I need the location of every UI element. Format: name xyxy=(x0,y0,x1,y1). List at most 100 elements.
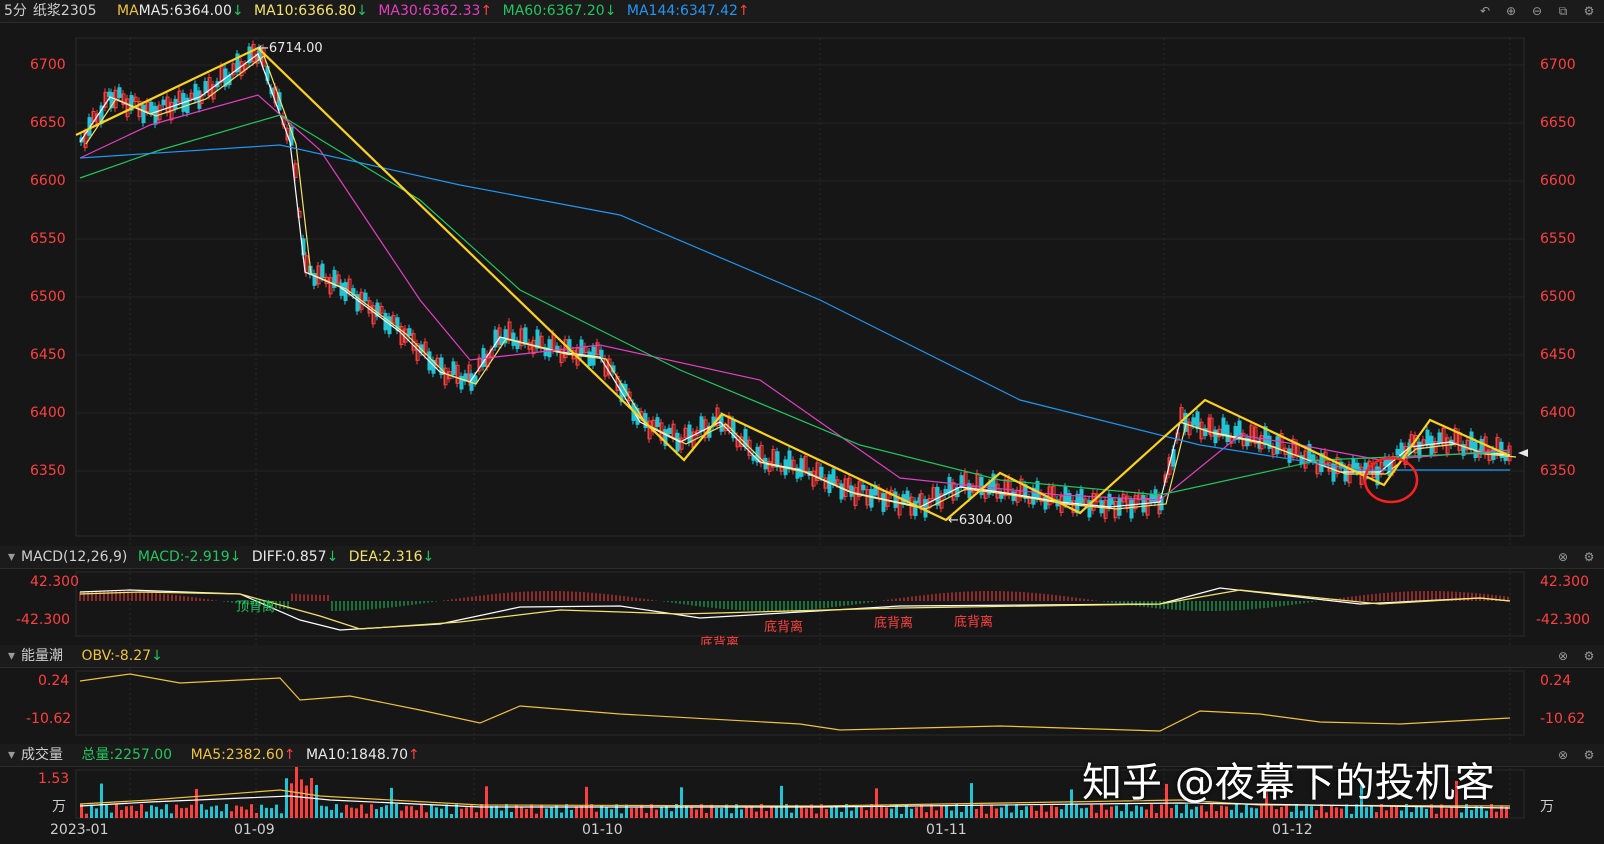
candle xyxy=(1319,453,1324,473)
volume-header: ▾ 成交量 总量:2257.00 MA5:2382.60↑ MA10:1848.7… xyxy=(0,744,1604,767)
candle xyxy=(391,314,396,324)
volume-bar xyxy=(1460,812,1463,818)
candle xyxy=(873,484,878,496)
volume-bar xyxy=(1410,812,1413,818)
volume-bar xyxy=(575,806,578,818)
macd-divergence-label: 顶背离 xyxy=(236,600,276,615)
candle xyxy=(83,131,88,148)
volume-bar xyxy=(985,813,988,818)
candle xyxy=(811,470,816,487)
volume-bar xyxy=(535,813,538,818)
obv-pane-frame xyxy=(75,670,1525,736)
macd-collapse-icon[interactable]: ▾ xyxy=(8,549,16,565)
price-tick: 6450 xyxy=(1540,347,1576,363)
volume-bar xyxy=(1145,809,1148,818)
period-label[interactable]: 5分 xyxy=(4,3,27,19)
volume-bar xyxy=(385,805,388,818)
settings-icon[interactable]: ⚙ xyxy=(1583,4,1595,18)
volume-bar xyxy=(1355,804,1358,818)
volume-bar xyxy=(1105,809,1108,818)
volume-collapse-icon[interactable]: ▾ xyxy=(8,747,16,763)
zoom-out-icon[interactable]: ⊖ xyxy=(1531,4,1543,18)
candle xyxy=(869,489,874,508)
volume-bar xyxy=(305,785,308,818)
volume-bar xyxy=(470,805,473,818)
volume-bar xyxy=(820,804,823,818)
volume-bar xyxy=(1320,804,1323,818)
candle xyxy=(587,351,592,367)
candle xyxy=(203,80,208,94)
volume-bar xyxy=(1090,804,1093,818)
candle xyxy=(727,415,732,432)
macd-divergence-label: 底背离 xyxy=(954,615,994,630)
macd-title[interactable]: MACD(12,26,9) xyxy=(21,549,128,565)
volume-bar xyxy=(1500,805,1503,818)
volume-close-icon[interactable]: ⊗ xyxy=(1557,748,1569,762)
volume-bar xyxy=(1055,806,1058,818)
volume-bar xyxy=(250,804,253,818)
volume-bar xyxy=(365,813,368,818)
macd-down-arrow-icon: ↓ xyxy=(229,549,242,565)
copy-window-icon[interactable]: ⧉ xyxy=(1558,4,1568,18)
volume-bar xyxy=(1060,809,1063,818)
candle xyxy=(1267,435,1272,449)
volume-bar xyxy=(1380,804,1383,818)
candle xyxy=(1287,448,1292,463)
undo-icon[interactable]: ↶ xyxy=(1479,4,1491,18)
symbol-label[interactable]: 纸浆2305 xyxy=(32,3,97,19)
candle xyxy=(1249,424,1254,443)
volume-bar xyxy=(150,805,153,818)
volume-bar xyxy=(1480,805,1483,818)
ma144-line xyxy=(79,144,1510,471)
volume-bar xyxy=(330,809,333,818)
zoom-in-icon[interactable]: ⊕ xyxy=(1505,4,1517,18)
candle xyxy=(379,306,384,314)
candle xyxy=(367,300,372,314)
volume-unit: 万 xyxy=(52,799,66,815)
volume-bar xyxy=(155,806,158,818)
volume-bar xyxy=(505,804,508,818)
obv-title[interactable]: 能量潮 xyxy=(21,648,64,664)
candle xyxy=(1233,426,1238,441)
macd-top-tick-right: 42.300 xyxy=(1540,574,1589,590)
volume-bar xyxy=(620,813,623,818)
candle xyxy=(519,328,524,347)
volume-bar xyxy=(235,805,238,818)
obv-collapse-icon[interactable]: ▾ xyxy=(8,648,16,664)
volume-bar xyxy=(1155,813,1158,818)
ma5-value: MA5:6364.00 xyxy=(138,3,232,19)
price-tick: 6550 xyxy=(30,231,66,247)
volume-title[interactable]: 成交量 xyxy=(21,747,64,763)
candle xyxy=(787,450,792,470)
candle xyxy=(1213,429,1218,444)
volume-settings-icon[interactable]: ⚙ xyxy=(1583,748,1595,762)
price-tick: 6350 xyxy=(1540,463,1576,479)
volume-bar xyxy=(1080,808,1083,818)
candle xyxy=(320,263,325,279)
obv-close-icon[interactable]: ⊗ xyxy=(1557,649,1569,663)
macd-settings-icon[interactable]: ⚙ xyxy=(1583,550,1595,564)
volume-bar xyxy=(1315,810,1318,818)
candle xyxy=(819,466,824,478)
obv-settings-icon[interactable]: ⚙ xyxy=(1583,649,1595,663)
volume-bar xyxy=(230,811,233,818)
volume-bar xyxy=(920,805,923,818)
volume-bar xyxy=(945,805,948,818)
macd-close-icon[interactable]: ⊗ xyxy=(1557,550,1569,564)
volume-bar xyxy=(880,804,883,818)
candle xyxy=(407,328,412,336)
candle xyxy=(1487,449,1492,461)
volume-bar xyxy=(440,808,443,818)
volume-bar xyxy=(510,811,513,818)
obv-bottom-tick-right: -10.62 xyxy=(1540,711,1586,727)
macd-divergence-label: 底背离 xyxy=(764,620,804,635)
candle xyxy=(881,493,886,512)
macd-pane-frame xyxy=(75,571,1525,637)
candle xyxy=(1195,411,1200,430)
candle xyxy=(523,327,528,345)
volume-ma5: MA5:2382.60 xyxy=(190,747,284,763)
volume-bar xyxy=(785,804,788,818)
volume-bar xyxy=(580,805,583,818)
watermark: 知乎 @夜幕下的投机客 xyxy=(1082,760,1495,806)
